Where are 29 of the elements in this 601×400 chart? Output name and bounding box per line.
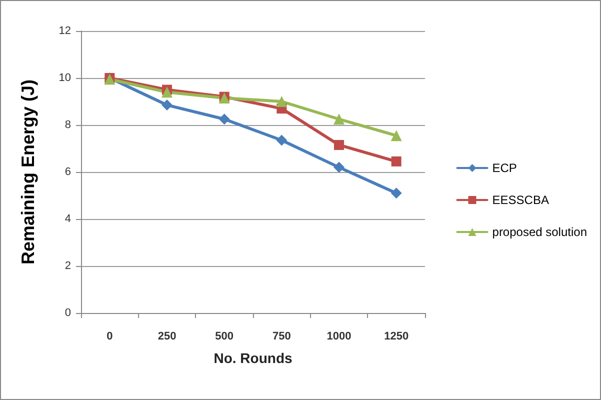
point: [162, 100, 172, 111]
legend-label: ECP: [492, 161, 517, 175]
y-tick-label: 2: [64, 260, 71, 272]
point: [276, 96, 288, 107]
y-tick-label: 10: [58, 72, 71, 84]
point: [334, 162, 344, 173]
y-tick-label: 6: [64, 166, 71, 178]
x-tick-label: 250: [158, 330, 176, 342]
y-tick-label: 4: [64, 213, 71, 225]
point: [334, 114, 344, 125]
x-tick-label: 0: [106, 330, 113, 342]
y-tick-label: 8: [64, 119, 71, 131]
y-tick-label: 12: [58, 25, 71, 37]
x-tick-label: 1250: [384, 330, 409, 342]
point: [218, 114, 230, 125]
y-tick-label: 0: [64, 307, 71, 319]
point: [162, 86, 172, 98]
x-tick-label: 750: [272, 330, 291, 342]
point: [390, 130, 402, 142]
point: [334, 140, 344, 150]
legend-label: EESSCBA: [492, 193, 549, 207]
point: [276, 134, 288, 146]
point: [390, 188, 402, 199]
x-tick-label: 1000: [326, 330, 352, 342]
x-axis-title: No. Rounds: [214, 350, 292, 366]
y-axis-title: Remaining Energy (J): [18, 79, 38, 265]
x-tick-label: 500: [215, 330, 234, 342]
point: [391, 156, 402, 166]
legend-label: proposed solution: [492, 225, 587, 239]
